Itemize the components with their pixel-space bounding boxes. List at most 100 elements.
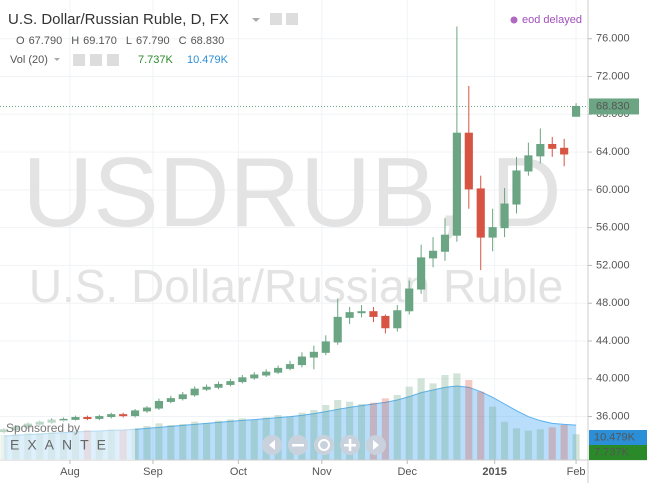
- close-button[interactable]: [107, 54, 119, 66]
- eye-button[interactable]: [270, 13, 282, 25]
- volume-bar: [179, 424, 187, 460]
- volume-ma-tag: [589, 430, 647, 445]
- y-tick-label: 64.000: [596, 146, 630, 158]
- volume-bar: [155, 423, 163, 460]
- y-tick-label: 76.000: [596, 33, 630, 45]
- volume-bar: [250, 420, 258, 460]
- candle-body: [512, 170, 521, 205]
- candle-body: [452, 132, 461, 236]
- candle-body: [83, 416, 92, 419]
- icon: [292, 444, 304, 447]
- ohlc-value: 67.790: [29, 35, 63, 47]
- candle-body: [274, 367, 283, 373]
- watermark-name: U.S. Dollar/Russian Ruble: [29, 260, 563, 312]
- ohlc-key: O: [16, 35, 25, 47]
- settings-button[interactable]: [286, 13, 298, 25]
- x-tick-label: Nov: [312, 466, 332, 478]
- candle-body: [321, 341, 330, 353]
- candle-body: [488, 227, 497, 238]
- dropdown-icon[interactable]: [252, 18, 260, 22]
- volume-bar: [238, 418, 246, 460]
- candle-body: [548, 144, 557, 149]
- volume-bar: [453, 373, 461, 460]
- candle-body: [333, 316, 342, 343]
- x-tick-label: Aug: [60, 466, 80, 478]
- y-tick-label: 52.000: [596, 259, 630, 271]
- candle-body: [417, 257, 426, 290]
- sponsor-caption: Sponsored by: [6, 421, 80, 435]
- x-tick-label: Sep: [143, 466, 163, 478]
- volume-bar: [560, 425, 568, 460]
- eye-button[interactable]: [73, 54, 85, 66]
- reset-button[interactable]: [314, 435, 334, 455]
- candle-body: [381, 315, 390, 329]
- candle-body: [250, 374, 259, 379]
- volume-bar: [524, 430, 532, 460]
- volume-bar: [191, 421, 199, 460]
- volume-bar: [417, 378, 425, 460]
- status-text: eod delayed: [522, 14, 582, 26]
- candle-body: [262, 371, 271, 376]
- candle-body: [560, 147, 569, 155]
- candle-body: [119, 414, 128, 417]
- volume-title: Vol (20): [10, 54, 48, 66]
- x-tick-label: Dec: [397, 466, 417, 478]
- icon: [373, 440, 379, 450]
- nav-buttons: [262, 435, 386, 455]
- ohlc-key: L: [126, 35, 132, 47]
- volume-bar: [548, 427, 556, 460]
- icon: [344, 439, 356, 451]
- dropdown-icon[interactable]: [54, 58, 60, 61]
- ohlc-value: 69.170: [83, 35, 117, 47]
- candle-body: [345, 312, 354, 318]
- volume-tag: [589, 445, 647, 460]
- candle-body: [71, 416, 80, 420]
- candle-body: [285, 364, 295, 369]
- candle-body: [238, 377, 247, 383]
- candle-body: [131, 410, 140, 417]
- candles: [0, 26, 581, 434]
- candle-body: [166, 398, 175, 402]
- candle-body: [536, 144, 545, 157]
- volume-bar: [322, 405, 330, 460]
- candle-body: [500, 203, 509, 229]
- volume-bar: [512, 428, 521, 460]
- ohlc-key: C: [179, 35, 187, 47]
- ohlc-legend: O 67.790 H 69.170 L 67.790 C 68.830: [16, 35, 224, 47]
- candle-body: [464, 132, 473, 190]
- volume-bar: [131, 428, 139, 460]
- sponsor-box[interactable]: [0, 420, 135, 460]
- volume-value: 7.737K: [138, 54, 174, 66]
- candle-body: [476, 188, 485, 238]
- y-tick-label: 56.000: [596, 222, 630, 234]
- candle-body: [178, 394, 187, 400]
- icon: [318, 439, 330, 451]
- candle-body: [154, 400, 163, 409]
- candle-body: [369, 311, 378, 317]
- candle-body: [428, 250, 438, 259]
- volume-bar: [286, 416, 294, 460]
- y-tick-label: 44.000: [596, 335, 630, 347]
- volume-bar: [572, 434, 580, 460]
- settings-button[interactable]: [90, 54, 102, 66]
- volume-bar: [143, 426, 151, 460]
- volume-ma-value: 10.479K: [187, 54, 229, 66]
- candle-body: [226, 381, 235, 385]
- volume-bar: [381, 398, 389, 460]
- candle-body: [405, 288, 414, 312]
- chart-title: U.S. Dollar/Russian Ruble, D, FX: [8, 11, 229, 28]
- sponsor-name[interactable]: EXANTE: [10, 437, 114, 453]
- volume-bar: [203, 423, 211, 460]
- volume-bar: [500, 421, 509, 460]
- x-tick-label: Feb: [567, 466, 586, 478]
- x-tick-label: 2015: [482, 466, 506, 478]
- volume-tag-label: 7.737K: [594, 446, 630, 458]
- candle-body: [214, 383, 223, 388]
- y-tick-label: 72.000: [596, 70, 630, 82]
- volume-ma-tag-label: 10.479K: [594, 431, 636, 443]
- candle-body: [190, 388, 199, 396]
- grid: [0, 0, 588, 460]
- volume-bar: [477, 391, 485, 460]
- ohlc-key: H: [71, 35, 79, 47]
